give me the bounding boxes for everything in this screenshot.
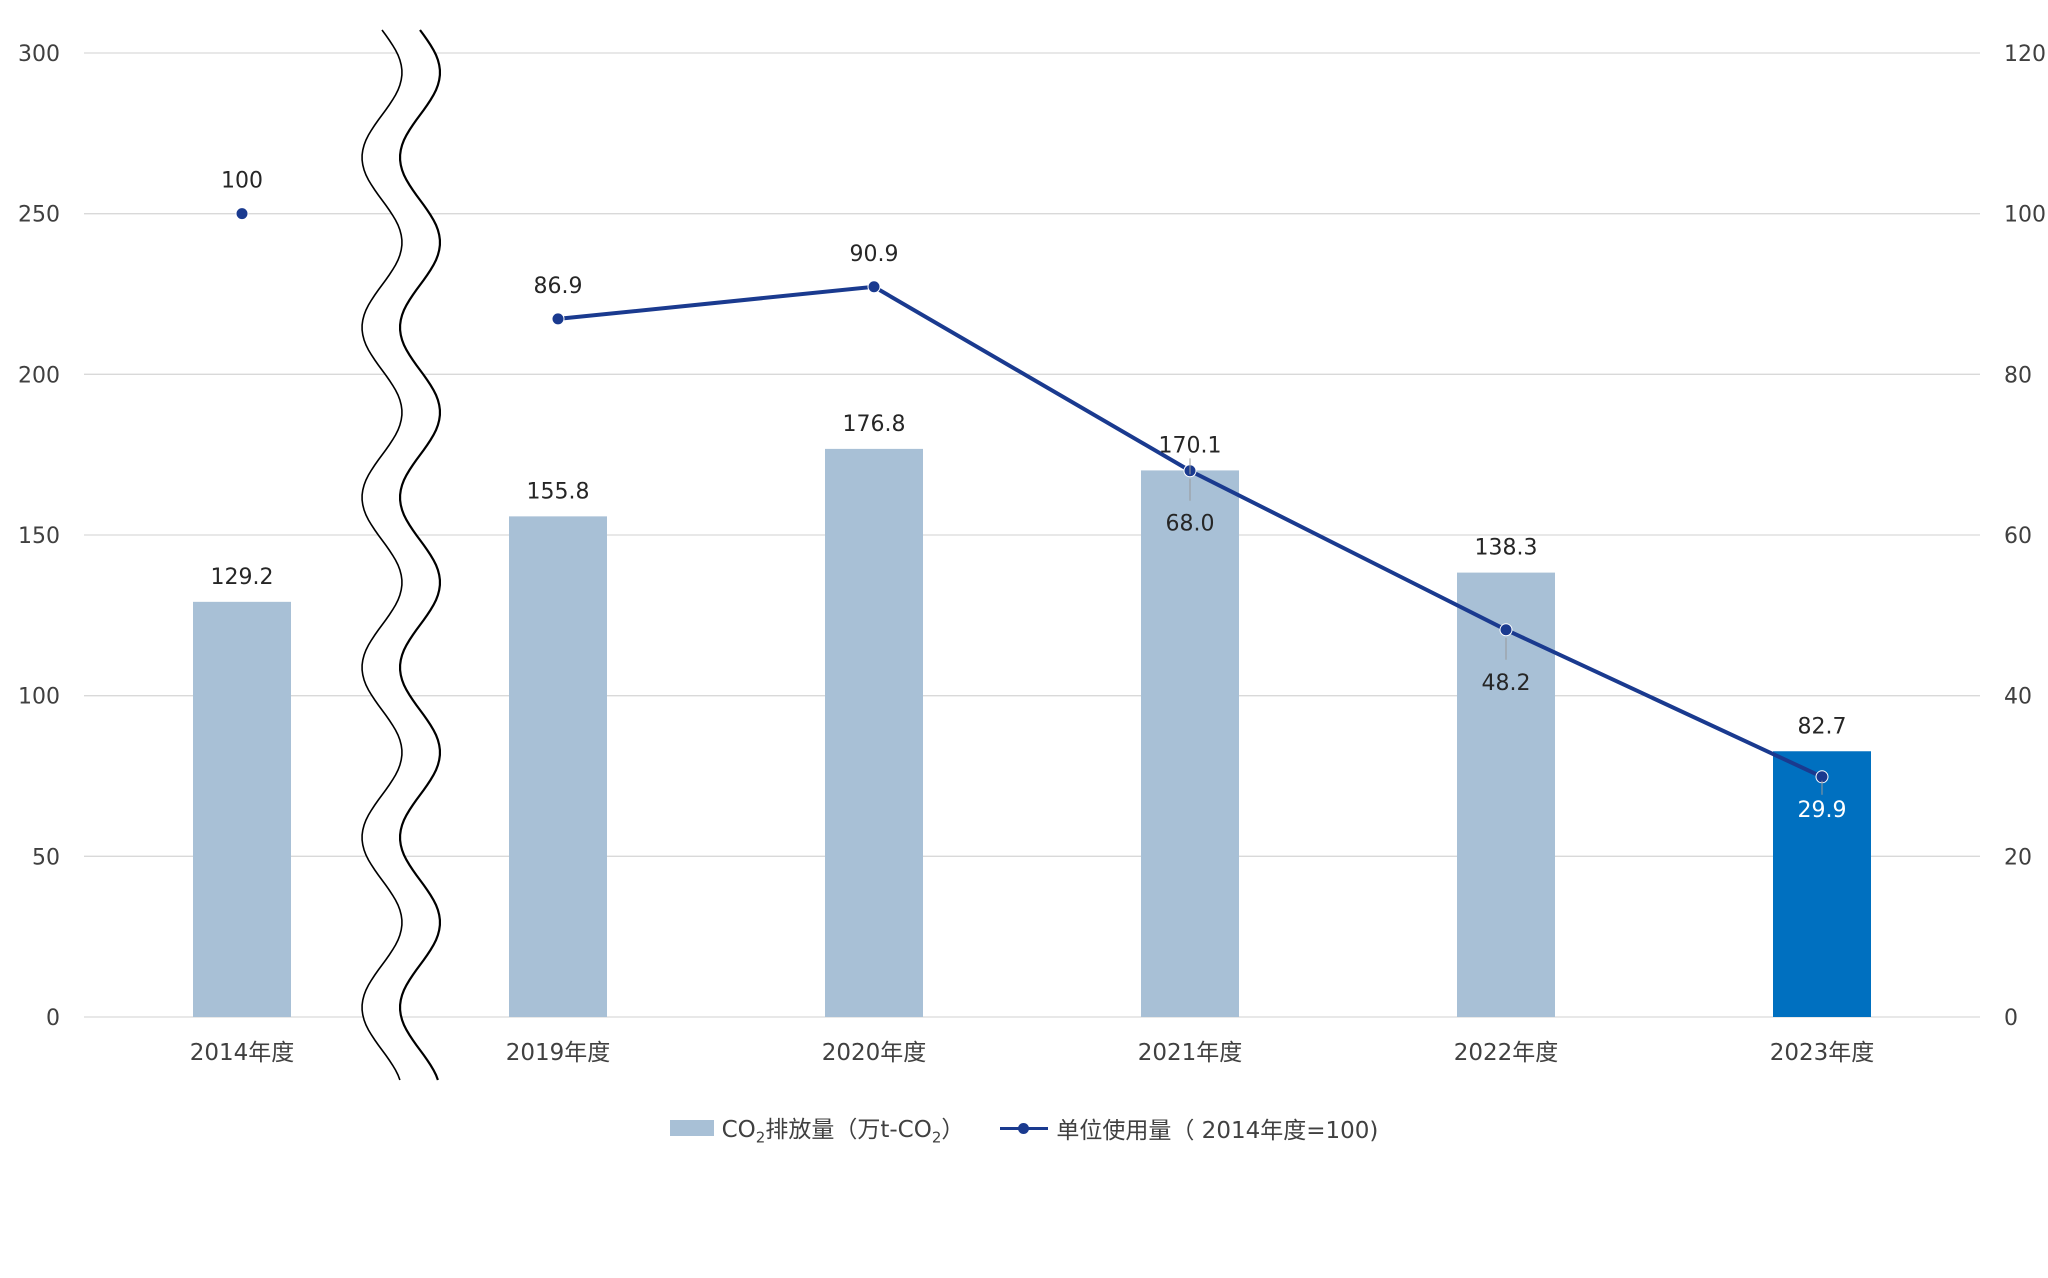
line-point [1499, 623, 1513, 637]
line-point [235, 207, 249, 221]
bar-data-label: 138.3 [1475, 536, 1538, 561]
x-category-label: 2014年度 [190, 1040, 295, 1066]
y-right-tick-label: 0 [2004, 1006, 2018, 1031]
bar [509, 516, 607, 1017]
line-point [551, 312, 565, 326]
bar [193, 601, 291, 1017]
legend-item-unit-usage[interactable]: 单位使用量（ 2014年度=100) [1000, 1111, 1378, 1145]
line-data-label: 86.9 [534, 274, 583, 299]
y-right-tick-label: 120 [2004, 42, 2046, 67]
bar [1773, 751, 1871, 1017]
y-left-tick-label: 200 [18, 363, 60, 388]
legend-label-co2: CO2排放量（万t-CO2） [721, 1117, 965, 1147]
x-category-label: 2019年度 [506, 1040, 611, 1066]
y-left-tick-label: 100 [18, 685, 60, 710]
y-left-tick-label: 150 [18, 524, 60, 549]
bar-data-label: 82.7 [1798, 714, 1847, 739]
y-right-tick-label: 20 [2004, 845, 2032, 870]
bar-data-label: 170.1 [1159, 433, 1222, 458]
y-left-tick-label: 300 [18, 42, 60, 67]
bar-data-label: 155.8 [527, 479, 590, 504]
line-data-label: 90.9 [850, 242, 899, 267]
bar-data-label: 176.8 [843, 412, 906, 437]
bar-data-label: 129.2 [211, 565, 274, 590]
x-category-label: 2021年度 [1138, 1040, 1243, 1066]
line-series [235, 207, 1829, 784]
bar-series [193, 448, 1871, 1017]
line-point [867, 280, 881, 294]
axis-break [361, 29, 441, 1081]
data-labels: 129.2 155.8 176.8 170.1 138.3 82.7 100 86.9 90.9… [211, 169, 1847, 823]
line-data-label: 29.9 [1798, 798, 1847, 823]
x-category-label: 2023年度 [1770, 1040, 1875, 1066]
bar [1141, 470, 1239, 1017]
legend: CO2排放量（万t-CO2） 单位使用量（ 2014年度=100) [0, 1110, 2048, 1147]
x-category-label: 2020年度 [822, 1040, 927, 1066]
bar [825, 448, 923, 1017]
legend-label-unit-usage: 单位使用量（ 2014年度=100) [1056, 1118, 1379, 1145]
gridlines [84, 52, 1980, 1018]
y-right-tick-label: 100 [2004, 203, 2046, 228]
axis-break-fill [362, 30, 440, 1080]
legend-item-co2[interactable]: CO2排放量（万t-CO2） [669, 1110, 965, 1147]
line-data-label: 100 [221, 169, 263, 194]
axis-break-line [399, 29, 441, 1081]
axis-break-line [361, 29, 403, 1081]
y-right-tick-label: 80 [2004, 363, 2032, 388]
y-left-tick-label: 50 [32, 845, 60, 870]
line-data-label: 68.0 [1166, 512, 1215, 537]
axis-labels: 0 50 100 150 200 250 300 0 20 40 60 80 100 120 2014年度 2… [18, 42, 2046, 1066]
line-data-label: 48.2 [1482, 671, 1531, 696]
x-category-label: 2022年度 [1454, 1040, 1559, 1066]
y-left-tick-label: 250 [18, 203, 60, 228]
y-right-tick-label: 60 [2004, 524, 2032, 549]
y-left-tick-label: 0 [46, 1006, 60, 1031]
legend-swatch-line [1000, 1120, 1049, 1136]
y-right-tick-label: 40 [2004, 685, 2032, 710]
legend-swatch-bar [669, 1120, 714, 1137]
